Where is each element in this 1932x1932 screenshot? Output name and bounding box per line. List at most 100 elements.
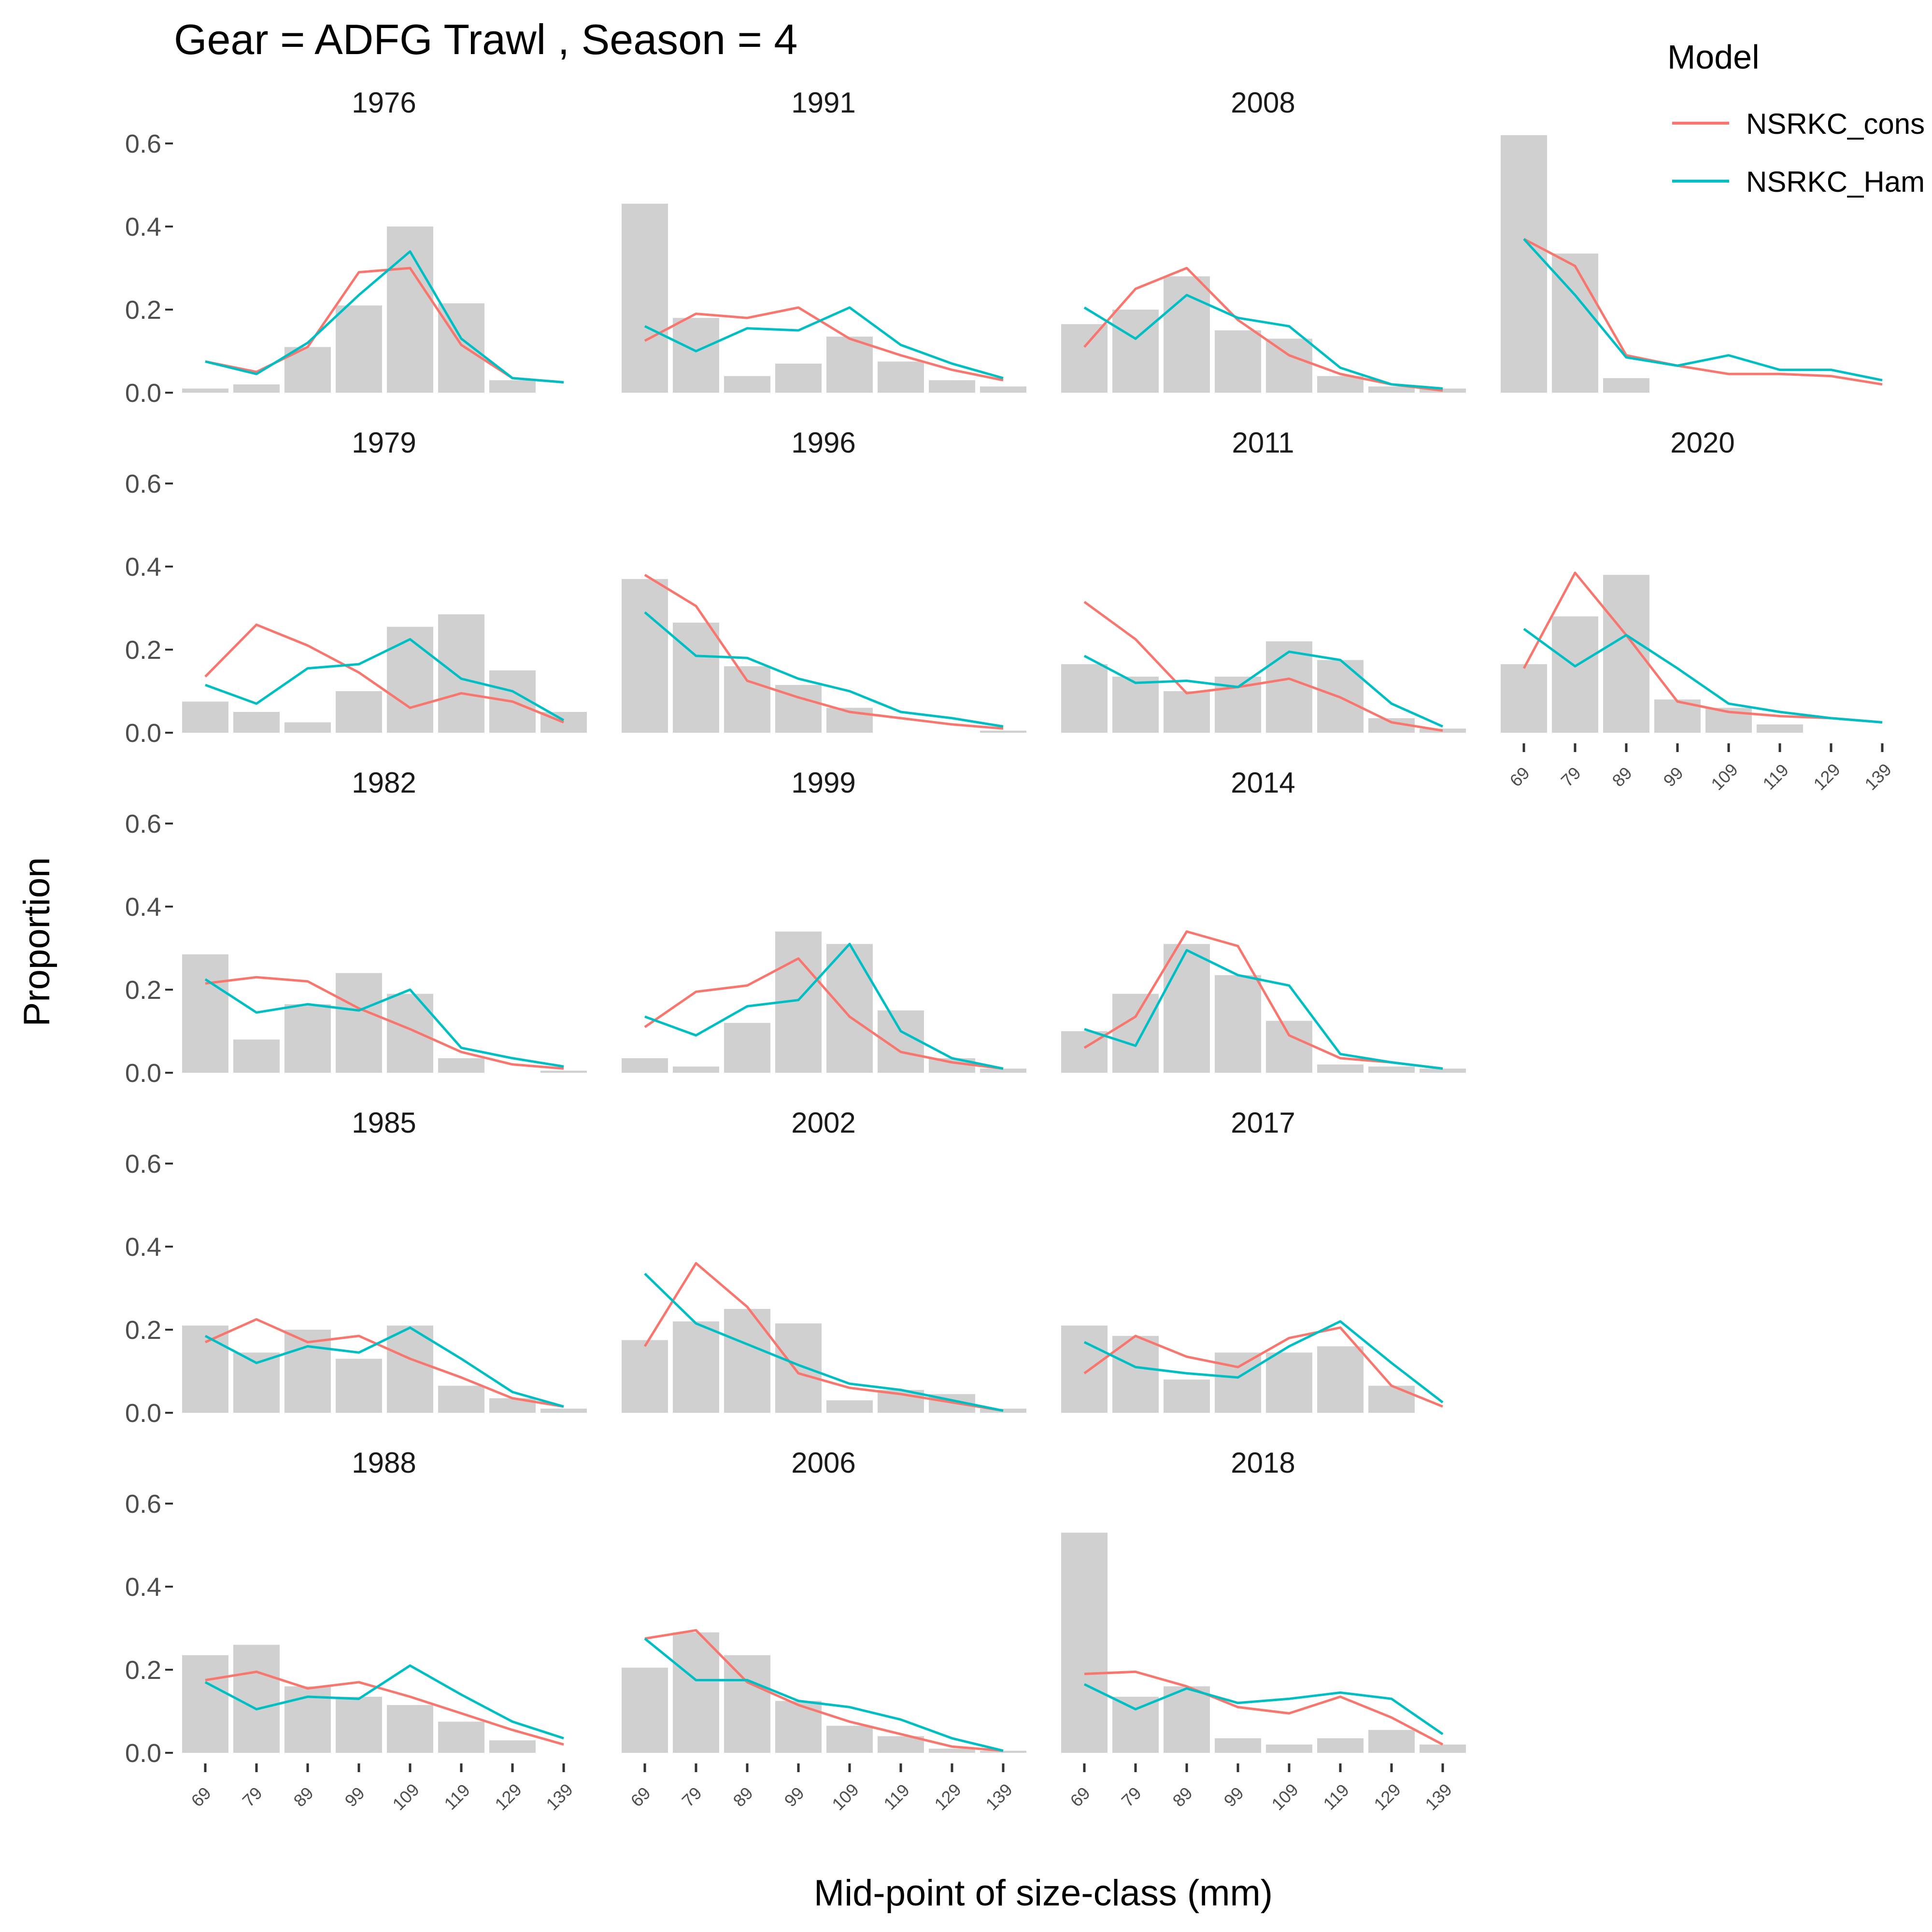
facet-strip-label: 2020: [1670, 426, 1734, 459]
observed-bar: [724, 1023, 770, 1073]
observed-bar: [826, 336, 873, 393]
ham-line: [1083, 294, 1443, 390]
observed-bar: [336, 305, 382, 393]
ham-line: [644, 1273, 1004, 1412]
x-tick-label: 109: [1707, 759, 1741, 794]
x-tick-label: 69: [1506, 763, 1534, 791]
observed-bar: [182, 1655, 228, 1753]
y-tick-label: 0.4: [125, 1573, 161, 1602]
observed-bar: [233, 384, 280, 393]
observed-bar: [1317, 1064, 1364, 1073]
observed-bar: [438, 614, 484, 733]
x-tick-label: 109: [828, 1779, 862, 1814]
facet-panel: 2002: [622, 1107, 1026, 1413]
observed-bar: [775, 1701, 822, 1753]
observed-bar: [284, 1330, 331, 1413]
x-tick-label: 129: [1809, 759, 1844, 794]
observed-bar: [980, 386, 1026, 393]
panels: 1976 0.0 0.2 0.4 0.6 1979 0.0 0.2 0.4 0.6 1982 0.0 0…: [125, 86, 1895, 1814]
cons-line: [204, 1318, 564, 1408]
observed-bar: [1061, 1325, 1108, 1413]
observed-bar: [724, 1655, 770, 1753]
y-tick-label: 0.2: [125, 1316, 161, 1345]
observed-bar: [1215, 1352, 1261, 1413]
observed-bar: [1368, 1730, 1415, 1753]
x-axis-title: Mid-point of size-class (mm): [814, 1873, 1273, 1914]
facet-strip-label: 2008: [1231, 86, 1295, 119]
facet-strip-label: 1979: [352, 426, 416, 459]
x-tick-label: 109: [1267, 1779, 1302, 1814]
y-tick-label: 0.2: [125, 636, 161, 665]
x-tick-label: 89: [729, 1783, 757, 1811]
y-tick-label: 0.2: [125, 976, 161, 1005]
observed-bar: [387, 1705, 433, 1753]
observed-bar: [1266, 641, 1312, 733]
observed-bar: [1112, 1335, 1159, 1413]
observed-bar: [336, 973, 382, 1073]
observed-bar: [438, 1386, 484, 1413]
ham-line: [1083, 1683, 1444, 1735]
x-tick-label: 89: [1608, 763, 1636, 791]
y-axis-title: Proportion: [16, 857, 57, 1027]
observed-bar: [826, 1400, 873, 1413]
observed-bar: [336, 1359, 382, 1413]
observed-bar: [673, 623, 719, 733]
observed-bar: [622, 579, 668, 733]
observed-bar: [826, 944, 873, 1073]
facet-strip-label: 1991: [791, 86, 855, 119]
observed-bar: [438, 1721, 484, 1753]
facet-panel: 1988 0.0 0.2 0.4 0.6 69 79 89 99 109 119 129 139: [125, 1447, 577, 1814]
cons-line: [1084, 1670, 1444, 1746]
y-tick-label: 0.0: [125, 719, 161, 748]
x-tick-label: 79: [1557, 763, 1585, 791]
facet-strip-label: 1985: [352, 1107, 416, 1139]
facet-strip-label: 2011: [1232, 426, 1294, 459]
facet-strip-label: 2002: [791, 1107, 855, 1139]
observed-bar: [1215, 330, 1261, 393]
observed-bar: [387, 227, 433, 393]
observed-bar: [1501, 135, 1547, 393]
y-tick-label: 0.2: [125, 1656, 161, 1685]
y-tick-label: 0.0: [125, 379, 161, 408]
facet-strip-label: 1996: [791, 426, 855, 459]
observed-bar: [1112, 994, 1159, 1073]
x-tick-label: 139: [1861, 759, 1895, 794]
y-tick-label: 0.0: [125, 1739, 161, 1768]
cons-line: [205, 267, 564, 384]
ham-line: [1523, 627, 1883, 724]
x-tick-label: 119: [880, 1780, 913, 1814]
observed-bar: [1420, 1068, 1466, 1073]
legend-label-cons: NSRKC_cons: [1746, 108, 1925, 140]
observed-bar: [724, 666, 770, 733]
x-tick-label: 79: [239, 1783, 266, 1811]
y-tick-label: 0.4: [125, 213, 161, 242]
legend-label-ham: NSRKC_Ham: [1746, 166, 1925, 198]
cons-line: [204, 623, 564, 724]
observed-bar: [980, 1068, 1026, 1073]
observed-bar: [980, 730, 1026, 733]
observed-bar: [489, 1740, 536, 1753]
facet-strip-label: 1982: [352, 767, 416, 799]
observed-bar: [1603, 575, 1649, 733]
facet-panel: 1976 0.0 0.2 0.4 0.6: [125, 86, 564, 408]
observed-bar: [1317, 376, 1364, 393]
facet-panel: 2008: [1061, 86, 1466, 393]
observed-bar: [387, 1325, 433, 1413]
cons-line: [1523, 238, 1883, 386]
observed-bar: [182, 954, 228, 1073]
observed-bar: [1757, 724, 1803, 733]
observed-bar: [1164, 1379, 1210, 1413]
observed-bar: [233, 1645, 280, 1753]
observed-bar: [1164, 1686, 1210, 1753]
x-tick-label: 109: [388, 1779, 423, 1814]
x-tick-label: 129: [491, 1779, 525, 1814]
observed-bar: [1552, 253, 1598, 393]
legend: Model NSRKC_cons NSRKC_Ham: [1667, 38, 1925, 198]
observed-bar: [622, 1058, 668, 1073]
x-tick-label: 99: [1660, 763, 1687, 791]
observed-bar: [1112, 310, 1159, 393]
observed-bar: [233, 1039, 280, 1073]
cons-line: [644, 1629, 1004, 1752]
cons-line: [644, 957, 1004, 1070]
ham-line: [644, 942, 1004, 1070]
